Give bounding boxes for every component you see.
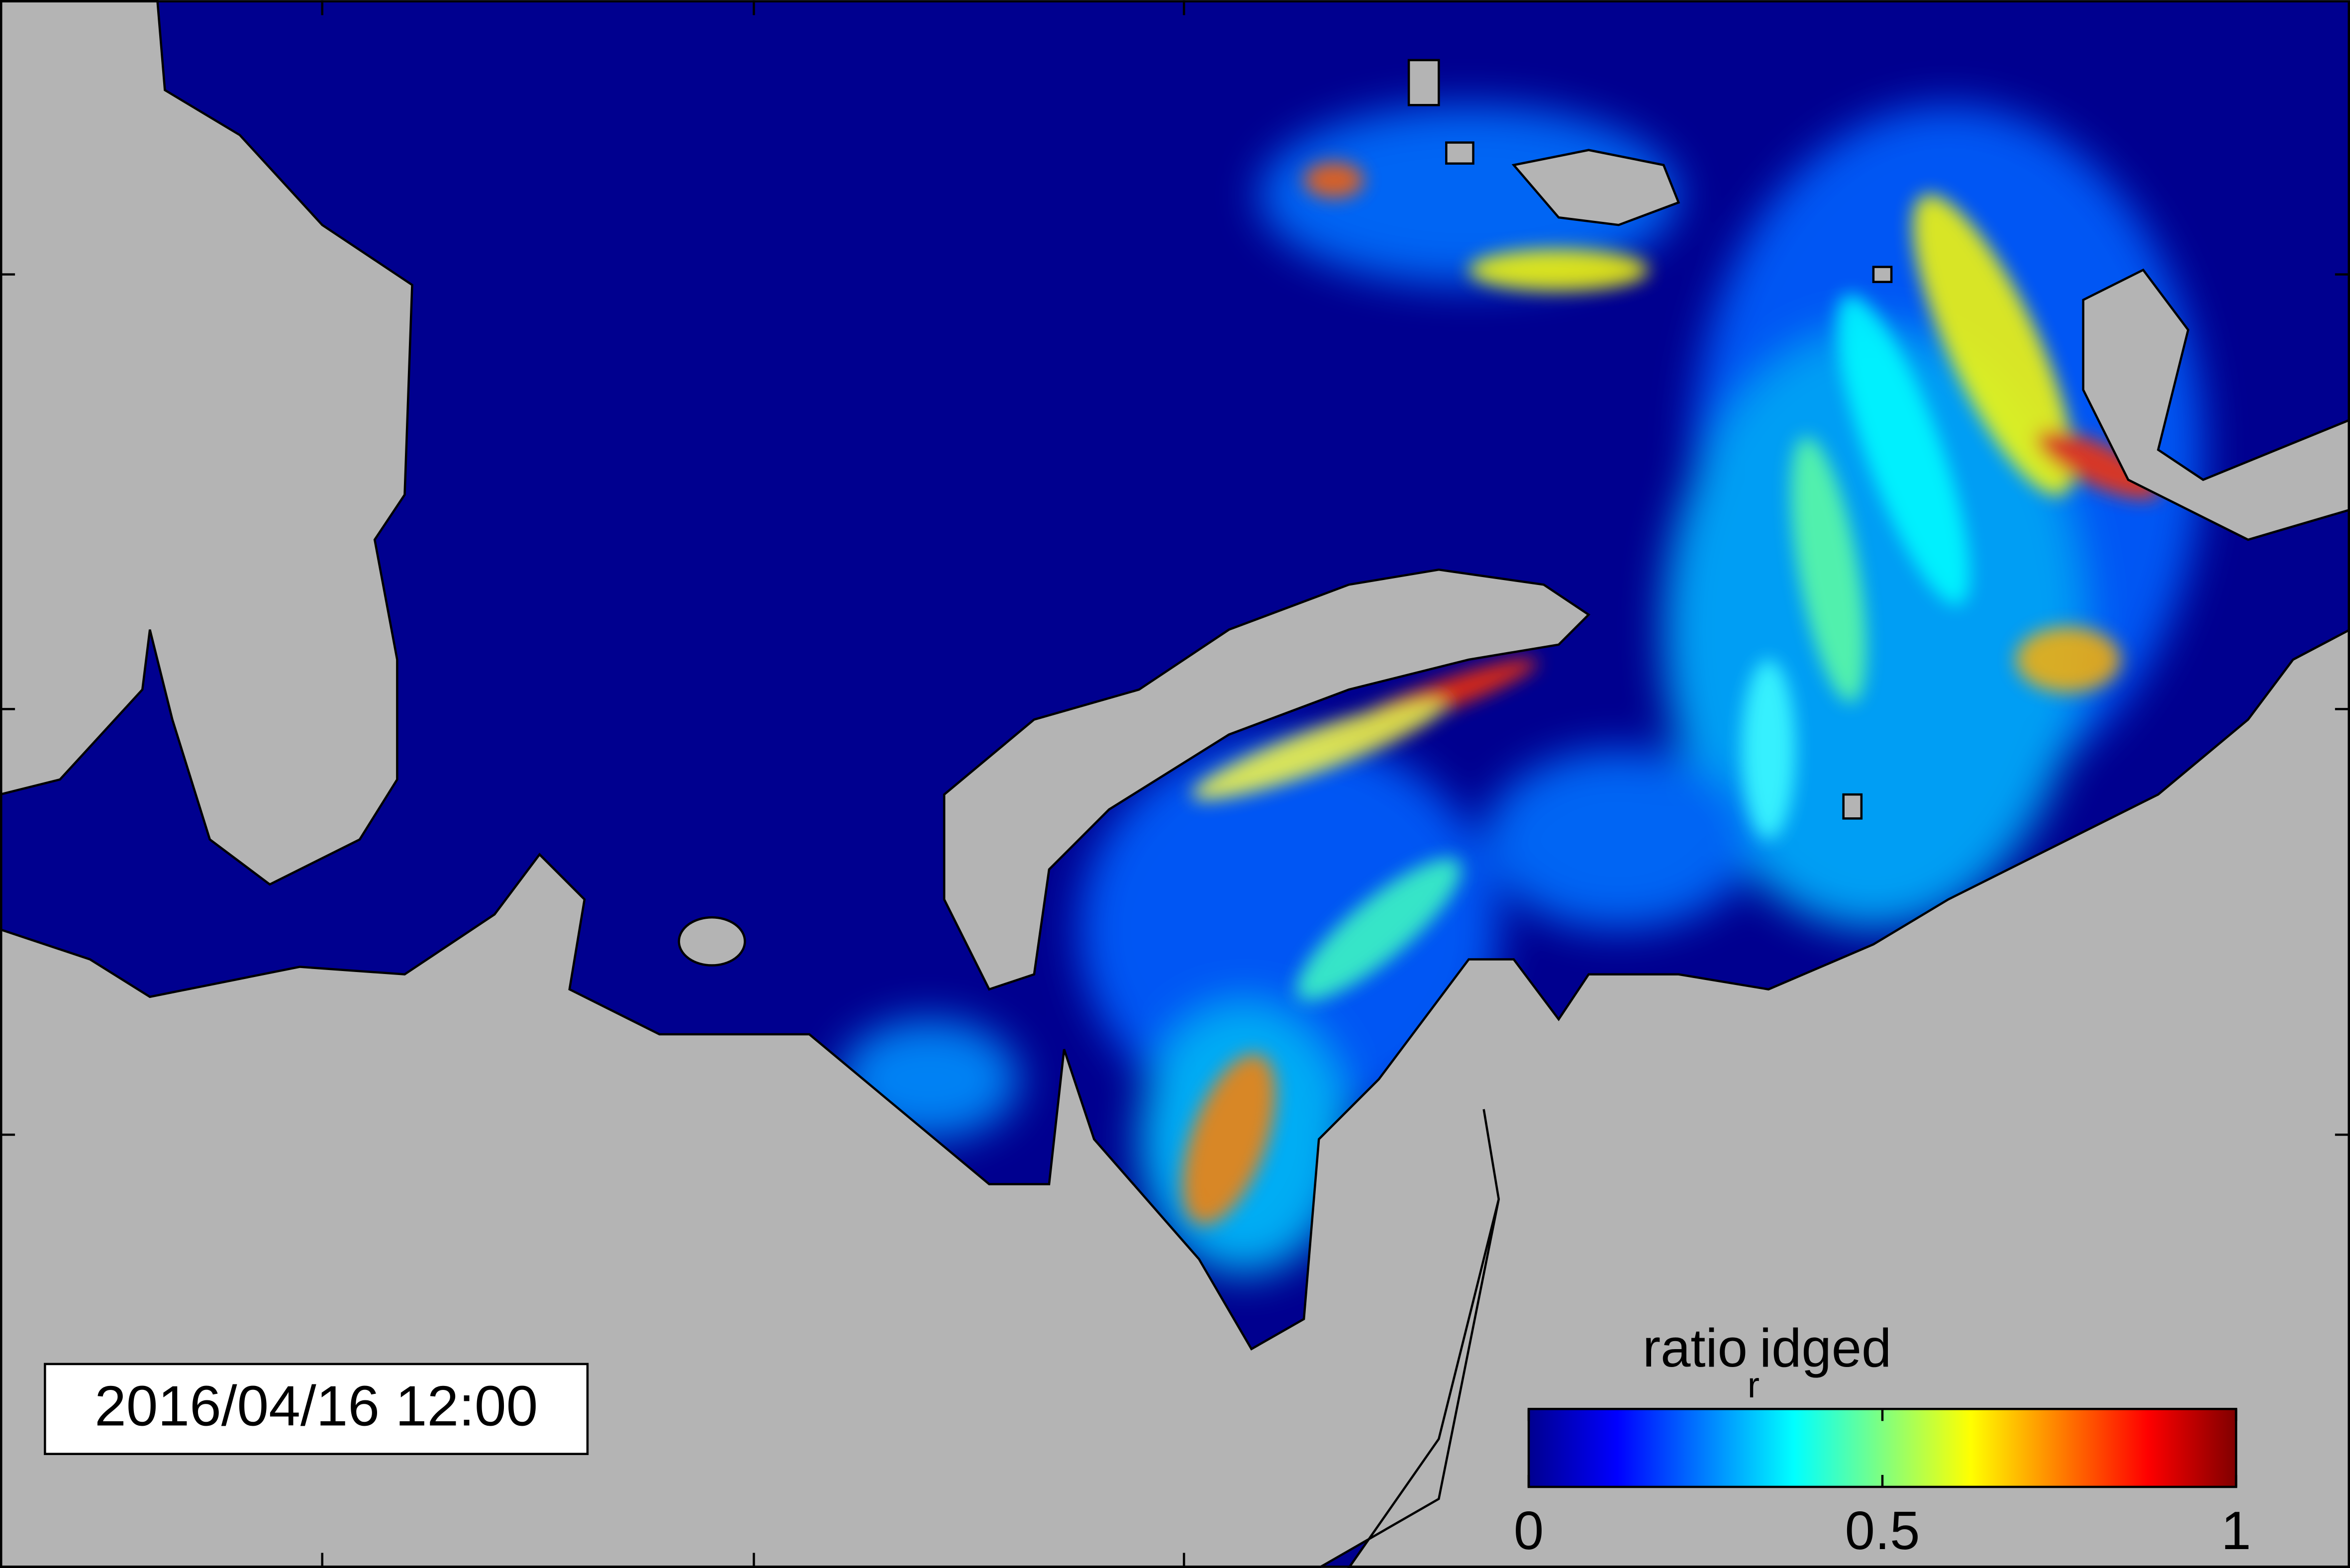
timestamp-box: 2016/04/16 12:00 (44, 1363, 589, 1455)
timestamp: 2016/04/16 12:00 (95, 1374, 538, 1438)
colorbar-title-main: ratio (1643, 1317, 1748, 1377)
colorbar-tick-label: 0 (1514, 1500, 1544, 1561)
colorbar-title-subscript: r (1748, 1366, 1760, 1405)
colorbar: ratioridged 0 0.5 1 (1514, 1317, 2251, 1561)
colorbar-title-rest: idged (1760, 1317, 1891, 1377)
timestamp-frame (44, 1363, 589, 1455)
colorbar-tick-label: 1 (2221, 1500, 2251, 1561)
colorbar-title: ratioridged (1643, 1317, 1891, 1405)
colorbar-tick-label: 0.5 (1845, 1500, 1920, 1561)
colorbar-gradient (1527, 1408, 2238, 1488)
